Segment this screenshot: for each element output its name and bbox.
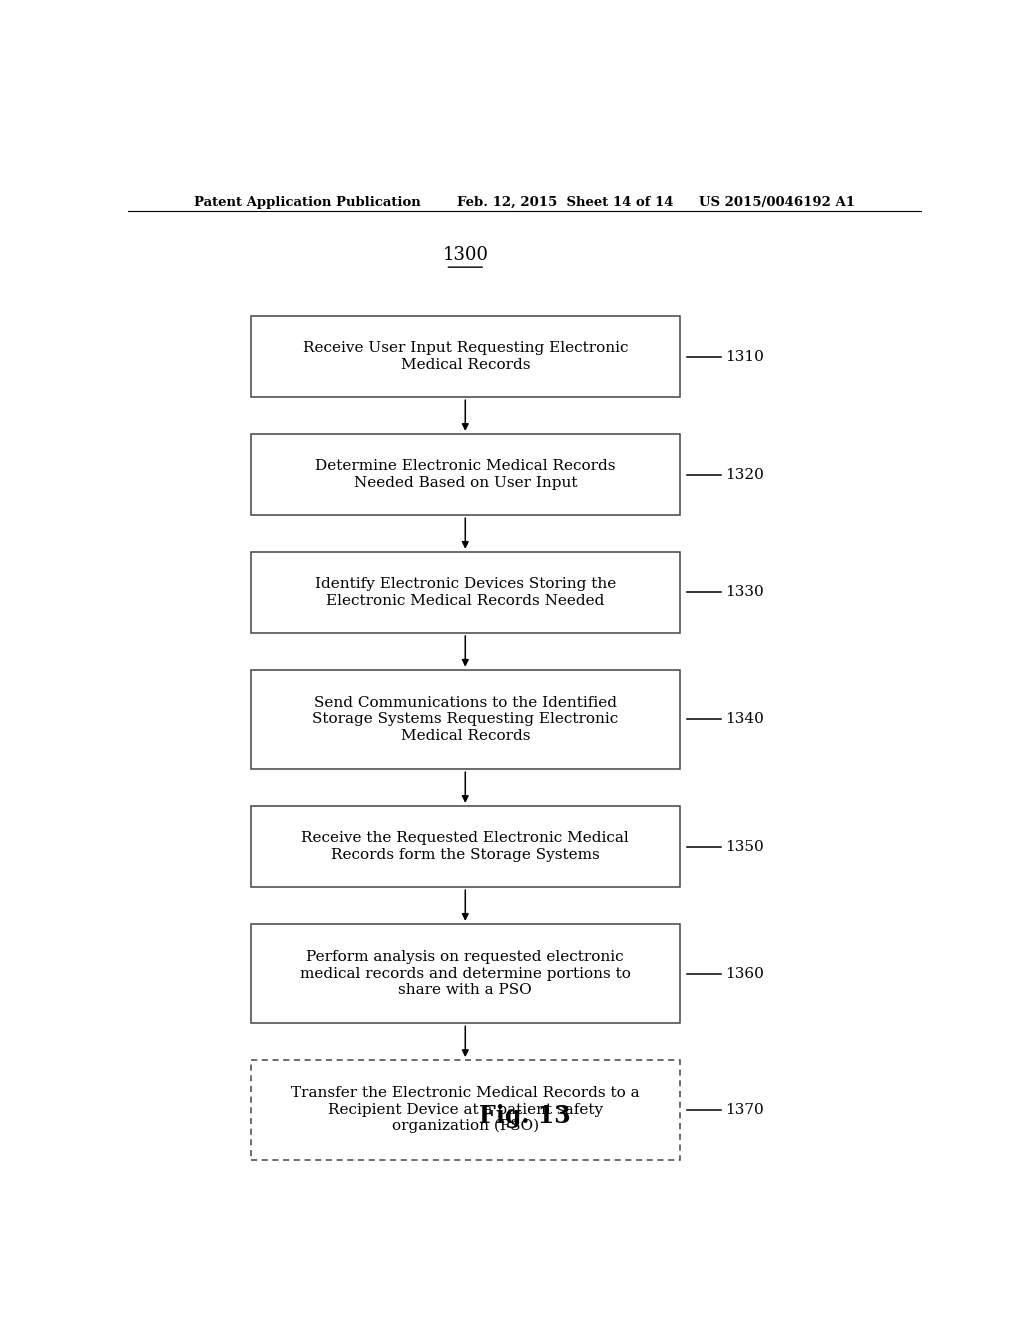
Text: Receive the Requested Electronic Medical
Records form the Storage Systems: Receive the Requested Electronic Medical…	[301, 832, 629, 862]
Bar	[251, 805, 680, 887]
Text: US 2015/0046192 A1: US 2015/0046192 A1	[699, 195, 855, 209]
Text: Feb. 12, 2015  Sheet 14 of 14: Feb. 12, 2015 Sheet 14 of 14	[458, 195, 674, 209]
Bar	[251, 315, 680, 397]
Text: Receive User Input Requesting Electronic
Medical Records: Receive User Input Requesting Electronic…	[302, 342, 628, 372]
Text: 1310: 1310	[726, 350, 765, 363]
Text: 1340: 1340	[726, 713, 765, 726]
Text: Identify Electronic Devices Storing the
Electronic Medical Records Needed: Identify Electronic Devices Storing the …	[314, 577, 615, 607]
Bar	[251, 434, 680, 515]
Text: 1330: 1330	[726, 585, 764, 599]
Text: Determine Electronic Medical Records
Needed Based on User Input: Determine Electronic Medical Records Nee…	[315, 459, 615, 490]
Text: 1350: 1350	[726, 840, 764, 854]
Text: Patent Application Publication: Patent Application Publication	[194, 195, 421, 209]
Text: 1360: 1360	[726, 966, 765, 981]
Text: 1320: 1320	[726, 467, 765, 482]
Text: 1300: 1300	[442, 246, 488, 264]
Bar	[251, 924, 680, 1023]
Text: Fig. 13: Fig. 13	[479, 1104, 570, 1127]
Text: Perform analysis on requested electronic
medical records and determine portions : Perform analysis on requested electronic…	[300, 950, 631, 997]
Bar	[251, 552, 680, 634]
Text: 1370: 1370	[726, 1102, 764, 1117]
Text: Transfer the Electronic Medical Records to a
Recipient Device at a patient safet: Transfer the Electronic Medical Records …	[291, 1086, 640, 1133]
Bar	[251, 1060, 680, 1159]
Bar	[251, 669, 680, 770]
Text: Send Communications to the Identified
Storage Systems Requesting Electronic
Medi: Send Communications to the Identified St…	[312, 696, 618, 743]
